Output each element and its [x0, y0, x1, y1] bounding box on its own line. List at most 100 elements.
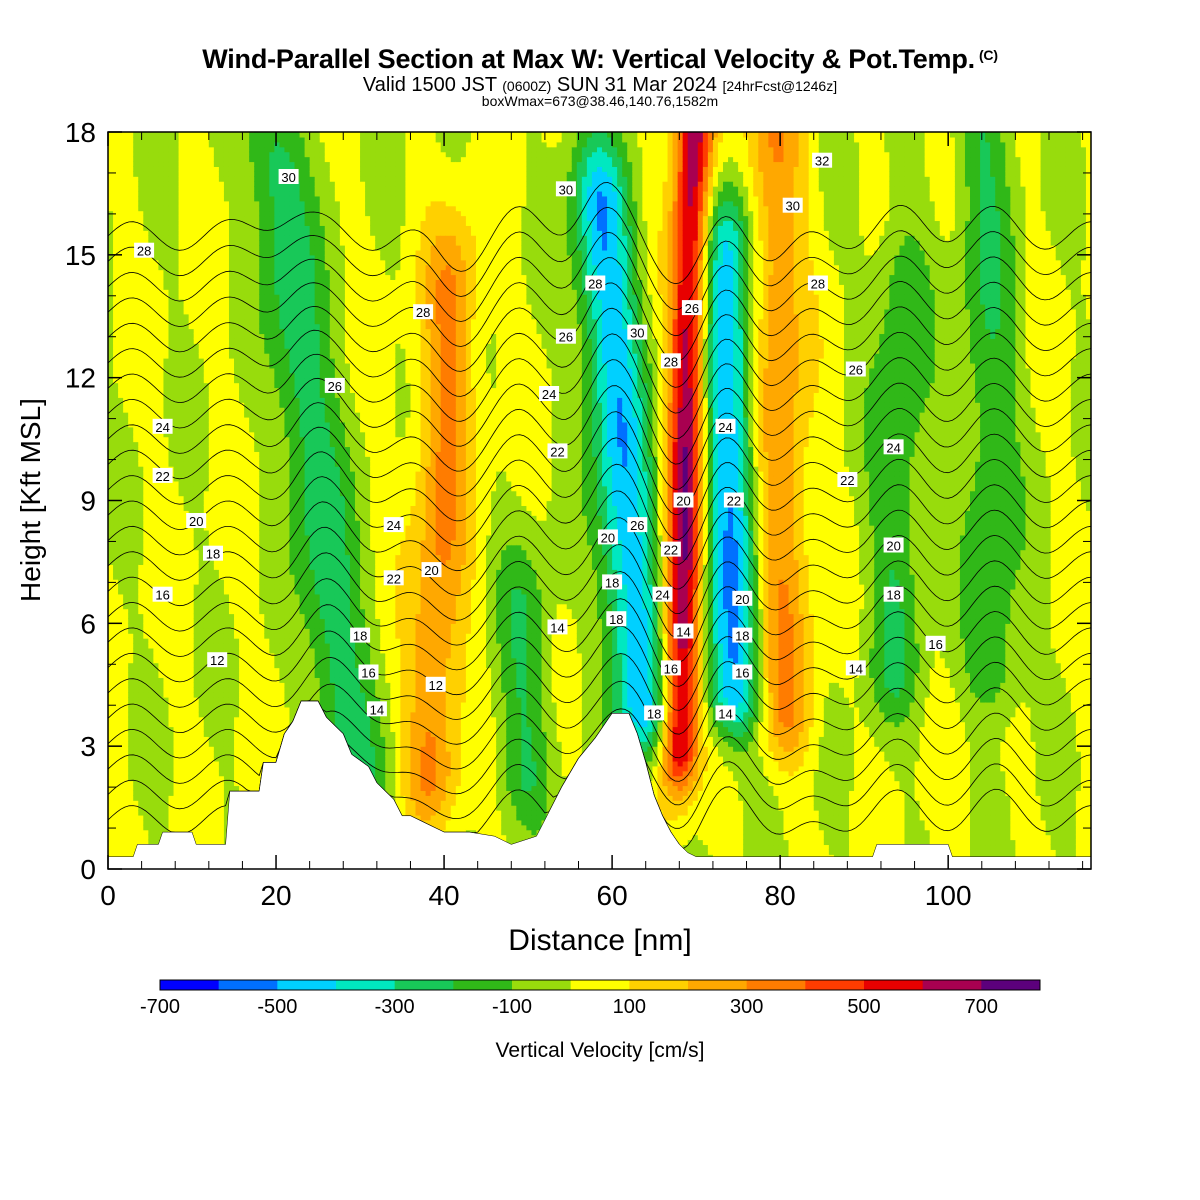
velocity-cell — [174, 746, 180, 752]
velocity-cell — [204, 682, 210, 688]
velocity-cell — [199, 319, 205, 325]
velocity-cell — [128, 825, 134, 831]
velocity-cell — [118, 446, 124, 452]
velocity-cell — [199, 373, 205, 379]
velocity-cell — [199, 274, 205, 280]
velocity-cell — [199, 255, 205, 261]
velocity-cell — [209, 171, 215, 177]
velocity-cell — [163, 638, 169, 644]
velocity-cell — [229, 614, 235, 620]
velocity-cell — [219, 171, 225, 177]
velocity-cell — [194, 628, 200, 634]
velocity-cell — [204, 442, 210, 448]
velocity-cell — [219, 260, 225, 266]
velocity-cell — [118, 844, 124, 850]
velocity-cell — [234, 456, 240, 462]
velocity-cell — [229, 338, 235, 344]
velocity-cell — [168, 211, 174, 217]
velocity-cell — [204, 496, 210, 502]
velocity-cell — [199, 717, 205, 723]
velocity-cell — [118, 142, 124, 148]
velocity-cell — [118, 235, 124, 241]
velocity-cell — [108, 840, 114, 846]
velocity-cell — [133, 176, 139, 182]
velocity-cell — [113, 702, 119, 708]
velocity-cell — [138, 530, 144, 536]
velocity-cell — [194, 309, 200, 315]
velocity-cell — [209, 176, 215, 182]
velocity-cell — [128, 343, 134, 349]
velocity-cell — [153, 564, 159, 570]
velocity-cell — [168, 535, 174, 541]
velocity-cell — [118, 486, 124, 492]
velocity-cell — [204, 628, 210, 634]
velocity-cell — [234, 407, 240, 413]
velocity-cell — [219, 137, 225, 143]
velocity-cell — [133, 343, 139, 349]
velocity-cell — [123, 211, 129, 217]
velocity-cell — [113, 771, 119, 777]
velocity-cell — [234, 579, 240, 585]
velocity-cell — [158, 731, 164, 737]
velocity-cell — [123, 663, 129, 669]
velocity-cell — [168, 785, 174, 791]
velocity-cell — [224, 628, 230, 634]
velocity-cell — [148, 525, 154, 531]
velocity-cell — [138, 176, 144, 182]
velocity-cell — [168, 265, 174, 271]
velocity-cell — [189, 540, 195, 546]
velocity-cell — [199, 432, 205, 438]
velocity-cell — [163, 643, 169, 649]
velocity-cell — [143, 412, 149, 418]
velocity-cell — [184, 220, 190, 226]
velocity-cell — [184, 707, 190, 713]
velocity-cell — [214, 633, 220, 639]
velocity-cell — [204, 319, 210, 325]
velocity-cell — [133, 505, 139, 511]
velocity-cell — [224, 682, 230, 688]
velocity-cell — [204, 446, 210, 452]
velocity-cell — [113, 132, 119, 138]
velocity-cell — [234, 505, 240, 511]
velocity-cell — [229, 545, 235, 551]
velocity-cell — [143, 717, 149, 723]
velocity-cell — [138, 353, 144, 359]
velocity-cell — [133, 166, 139, 172]
velocity-cell — [168, 196, 174, 202]
velocity-cell — [219, 668, 225, 674]
velocity-cell — [163, 540, 169, 546]
velocity-cell — [148, 363, 154, 369]
velocity-cell — [128, 255, 134, 261]
velocity-cell — [224, 353, 230, 359]
velocity-cell — [224, 751, 230, 757]
velocity-cell — [123, 378, 129, 384]
velocity-cell — [118, 181, 124, 187]
velocity-cell — [113, 722, 119, 728]
velocity-cell — [174, 491, 180, 497]
velocity-cell — [113, 225, 119, 231]
velocity-cell — [133, 299, 139, 305]
velocity-cell — [108, 171, 114, 177]
velocity-cell — [133, 672, 139, 678]
velocity-cell — [199, 697, 205, 703]
velocity-cell — [224, 736, 230, 742]
velocity-cell — [184, 147, 190, 153]
velocity-cell — [148, 171, 154, 177]
velocity-cell — [118, 255, 124, 261]
velocity-cell — [209, 805, 215, 811]
velocity-cell — [168, 412, 174, 418]
velocity-cell — [138, 289, 144, 295]
velocity-cell — [174, 265, 180, 271]
velocity-cell — [108, 761, 114, 767]
velocity-cell — [153, 835, 159, 841]
velocity-cell — [148, 368, 154, 374]
velocity-cell — [148, 402, 154, 408]
velocity-cell — [194, 152, 200, 158]
velocity-cell — [108, 599, 114, 605]
velocity-cell — [163, 559, 169, 565]
velocity-cell — [148, 132, 154, 138]
velocity-cell — [219, 717, 225, 723]
velocity-cell — [189, 663, 195, 669]
velocity-cell — [204, 422, 210, 428]
velocity-cell — [158, 329, 164, 335]
